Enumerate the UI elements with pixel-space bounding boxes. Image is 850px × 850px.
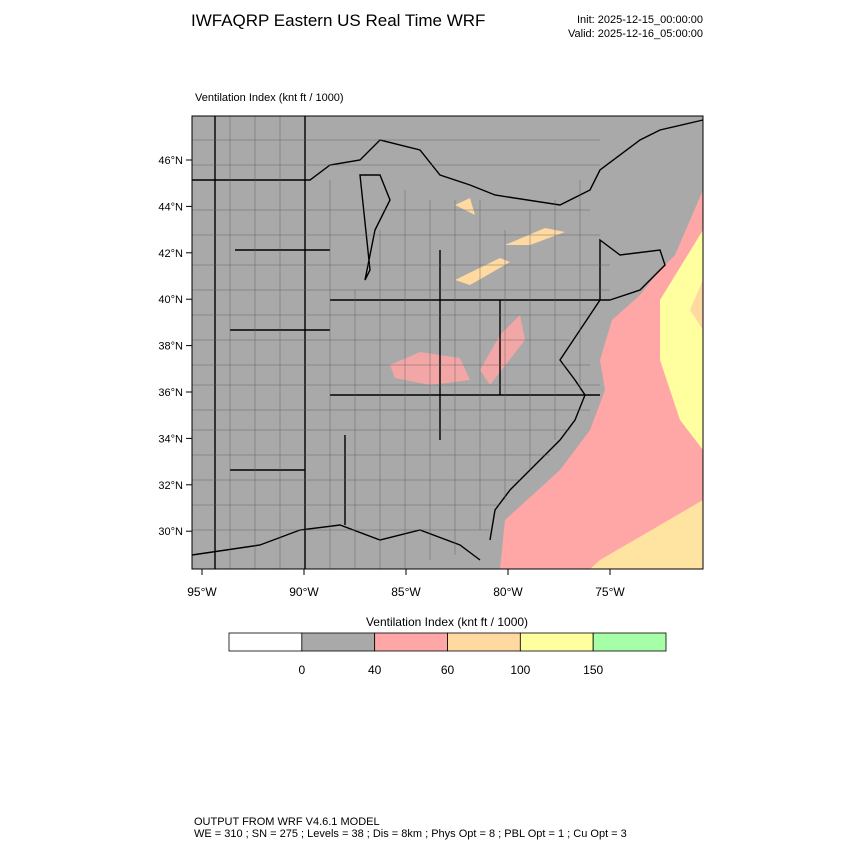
colorbar-label: 40 bbox=[368, 663, 382, 677]
lat-label: 36°N bbox=[158, 387, 183, 399]
ocean-field bbox=[500, 190, 703, 569]
colorbar-swatch bbox=[301, 632, 376, 652]
colorbar-title: Ventilation Index (knt ft / 1000) bbox=[366, 615, 528, 629]
lon-label: 75°W bbox=[595, 585, 625, 599]
colorbar: 0 40 60 100 150 bbox=[228, 632, 667, 677]
footer-line: WE = 310 ; SN = 275 ; Levels = 38 ; Dis … bbox=[194, 828, 627, 840]
lon-label: 95°W bbox=[187, 585, 217, 599]
lat-label: 38°N bbox=[158, 341, 183, 353]
ocean-field-high bbox=[660, 230, 703, 450]
county-lines bbox=[192, 116, 610, 569]
map-title: Ventilation Index (knt ft / 1000) bbox=[195, 92, 344, 104]
init-time: Init: 2025-12-15_00:00:00 bbox=[577, 14, 703, 26]
colorbar-swatch bbox=[228, 632, 303, 652]
lake-field bbox=[455, 198, 565, 285]
footer-line: OUTPUT FROM WRF V4.6.1 MODEL bbox=[194, 816, 380, 828]
valid-time: Valid: 2025-12-16_05:00:00 bbox=[568, 28, 703, 40]
map-frame bbox=[191, 115, 704, 570]
land-field bbox=[390, 315, 525, 385]
lat-label: 46°N bbox=[158, 155, 183, 167]
title: IWFAQRP Eastern US Real Time WRF bbox=[191, 11, 485, 30]
ocean-field-south bbox=[590, 500, 703, 569]
lat-label: 42°N bbox=[158, 248, 183, 260]
lat-label: 34°N bbox=[158, 433, 183, 445]
axes: 46°N 44°N 42°N 40°N 38°N 36°N 34°N 32°N 30°N 95°W… bbox=[158, 155, 625, 599]
colorbar-swatch bbox=[592, 632, 667, 652]
lat-label: 30°N bbox=[158, 526, 183, 538]
lon-label: 80°W bbox=[493, 585, 523, 599]
colorbar-label: 0 bbox=[298, 663, 305, 677]
lat-label: 44°N bbox=[158, 201, 183, 213]
colorbar-swatch bbox=[519, 632, 594, 652]
boundaries bbox=[191, 116, 704, 569]
colorbar-label: 60 bbox=[441, 663, 455, 677]
lat-label: 40°N bbox=[158, 294, 183, 306]
lon-label: 85°W bbox=[391, 585, 421, 599]
lat-label: 32°N bbox=[158, 480, 183, 492]
ocean-field-mid bbox=[690, 280, 703, 330]
lon-label: 90°W bbox=[289, 585, 319, 599]
colorbar-swatch bbox=[447, 632, 521, 652]
colorbar-label: 150 bbox=[583, 663, 603, 677]
colorbar-label: 100 bbox=[510, 663, 530, 677]
colorbar-swatch bbox=[374, 632, 448, 652]
map bbox=[191, 115, 704, 570]
